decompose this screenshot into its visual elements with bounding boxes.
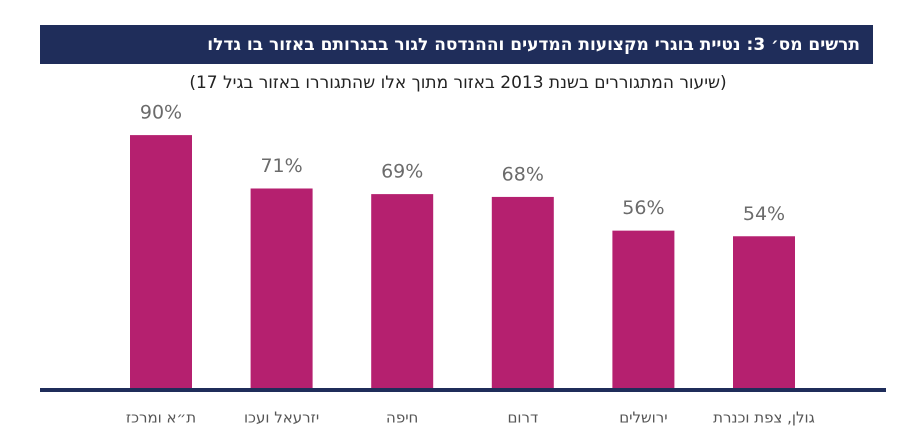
title-banner [40,25,873,64]
bar [733,236,795,388]
x-tick-label: גולן, צפת וכנרת [713,409,815,427]
x-tick-label: יזרעאל ועכו [244,409,319,427]
value-label: 69% [381,161,423,183]
chart-subtitle: (שיעור המתגוררים בשנת 2013 באזור מתוך אל… [189,73,726,93]
chart-title: תרשים מס׳ 3: נטיית בוגרי מקצועות המדעים … [207,35,860,55]
x-tick-label: דרום [507,409,538,427]
value-label: 68% [502,163,544,185]
bar [250,188,313,388]
value-label: 54% [743,203,785,225]
x-tick-label: חיפה [386,409,418,427]
x-tick-label: ירושלים [619,409,667,427]
value-label: 71% [260,155,302,177]
bar [612,230,675,388]
bar [491,196,554,388]
x-tick-label: ת״א ומרכז [126,409,196,427]
value-label: 90% [140,102,182,124]
bar [130,135,192,388]
bar [371,194,434,388]
value-label: 56% [622,197,664,219]
